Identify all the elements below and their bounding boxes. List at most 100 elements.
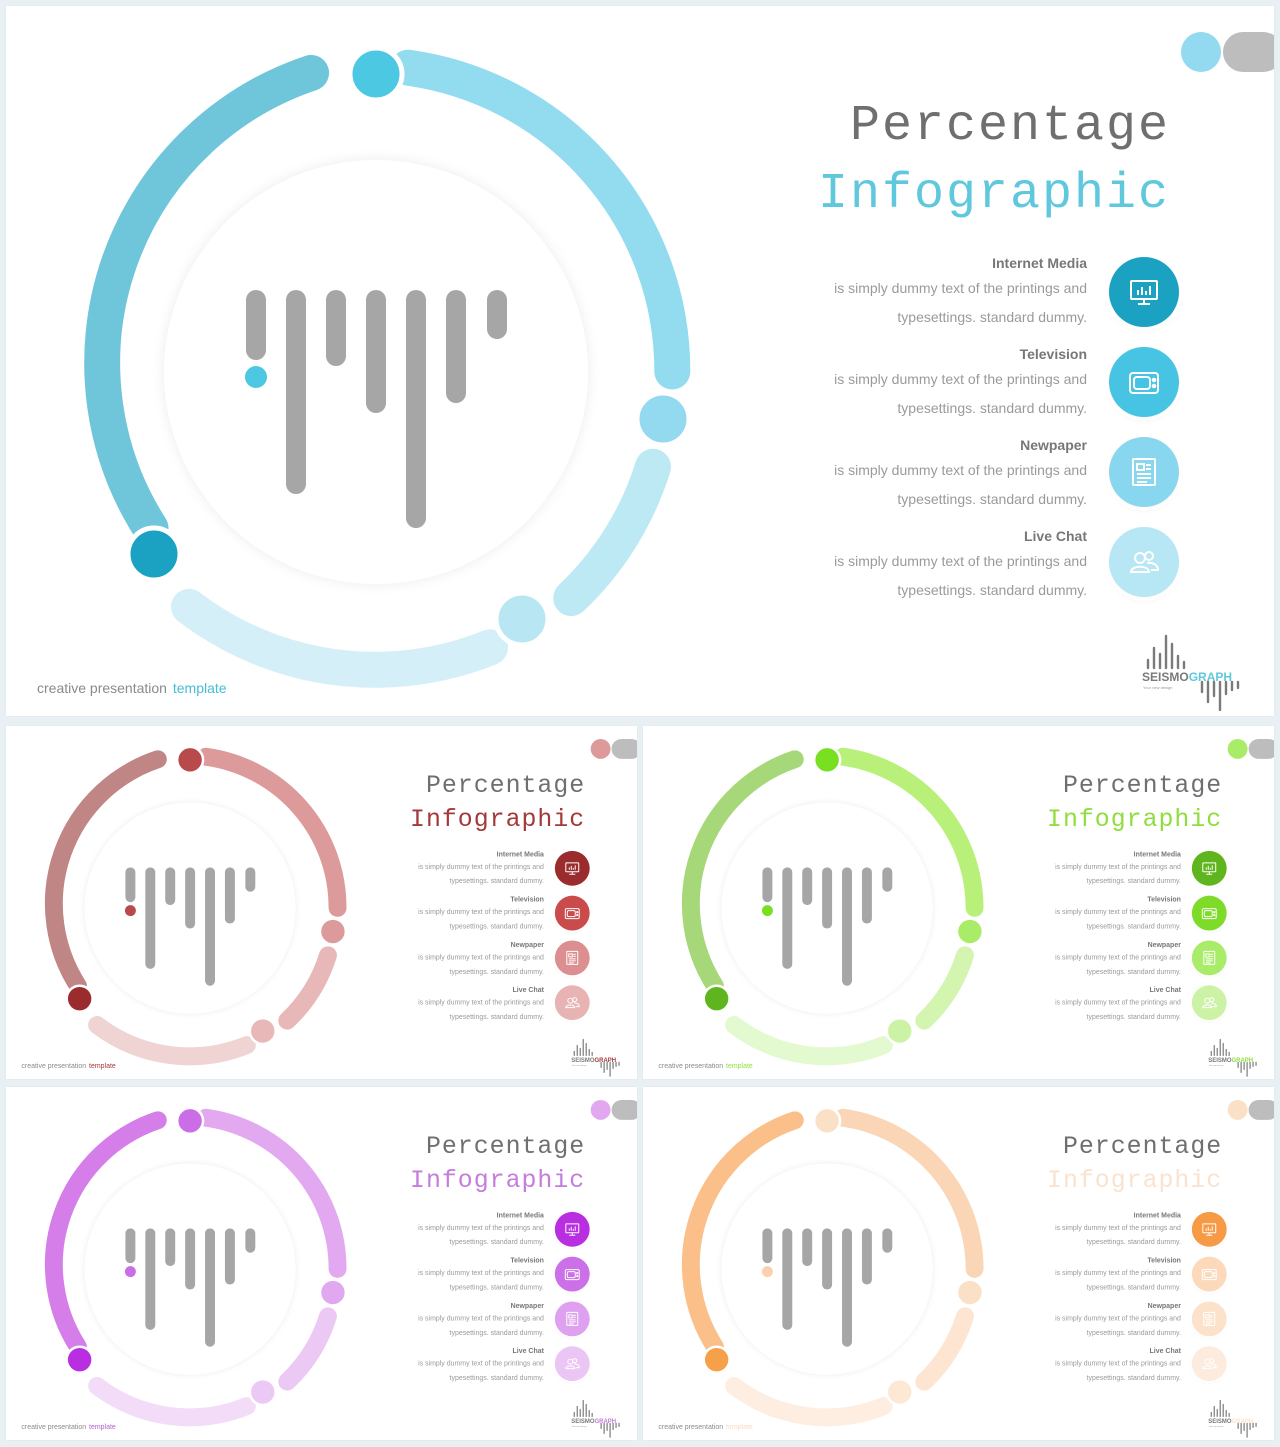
brand-name-part1: SEISMO (1142, 670, 1189, 684)
item-television: Television is simply dummy text of the p… (767, 343, 1087, 423)
item-text-line1: is simply dummy text of the printings an… (1055, 1223, 1181, 1232)
slide-blue: Percentage Infographic Internet Media is… (6, 6, 1274, 716)
brand-name-part2: GRAPH (594, 1056, 617, 1064)
brand-name: SEISMOGRAPH (1142, 670, 1232, 684)
brand-name-part2: GRAPH (1231, 1056, 1254, 1064)
brand-name-part1: SEISMO (1208, 1417, 1232, 1425)
footer-tagline: creative presentation template (658, 1061, 752, 1069)
footer-accent: template (89, 1061, 116, 1070)
item-internet-media: Internet Media is simply dummy text of t… (1022, 848, 1181, 888)
item-title: Internet Media (1133, 849, 1181, 858)
item-title: Live Chat (1149, 985, 1181, 994)
item-internet-media: Internet Media is simply dummy text of t… (767, 252, 1087, 332)
ring-node-left (65, 984, 94, 1013)
users-icon (554, 1346, 590, 1382)
item-text-line2: typesettings. standard dummy. (897, 491, 1087, 507)
item-text-line2: typesettings. standard dummy. (449, 1283, 544, 1292)
footer-text: creative presentation (658, 1422, 724, 1431)
item-text-line2: typesettings. standard dummy. (1086, 922, 1181, 931)
brand-name: SEISMOGRAPH (1208, 1417, 1253, 1424)
newspaper-icon (1109, 437, 1179, 507)
monitor-chart-icon (1191, 850, 1227, 886)
ring-segment-3 (278, 1307, 337, 1391)
corner-pill (1248, 738, 1274, 759)
ring-segment-1 (44, 1111, 167, 1356)
footer-accent: template (726, 1422, 753, 1431)
ring-segment-4 (725, 1377, 893, 1427)
ring-segment-4 (88, 1016, 256, 1066)
bar-accent-dot (761, 905, 773, 917)
footer-accent: template (726, 1061, 753, 1070)
corner-dot (1227, 1099, 1248, 1120)
item-text-line1: is simply dummy text of the printings an… (834, 462, 1087, 478)
users-icon (554, 985, 590, 1021)
title-infographic: Infographic (410, 1166, 586, 1195)
footer-accent: template (172, 680, 227, 696)
item-text-line2: typesettings. standard dummy. (1086, 1237, 1181, 1246)
seismograph-logo-icon (1210, 1038, 1257, 1077)
seismograph-logo-icon (573, 1038, 620, 1077)
tv-icon (1109, 347, 1179, 417)
ring-node-right (318, 917, 348, 946)
item-text-line2: typesettings. standard dummy. (897, 309, 1087, 325)
item-text-line2: typesettings. standard dummy. (1086, 1373, 1181, 1382)
item-text-line2: typesettings. standard dummy. (897, 400, 1087, 416)
slide-purple: Percentage Infographic Internet Media is… (6, 1087, 637, 1440)
tv-icon (554, 1256, 590, 1292)
footer-text: creative presentation (21, 1061, 87, 1070)
ring-node-bottom (885, 1377, 914, 1407)
item-text-line2: typesettings. standard dummy. (1086, 1012, 1181, 1021)
ring-segment-1 (44, 750, 167, 995)
bar-accent-dot (245, 366, 267, 388)
item-title: Live Chat (1149, 1346, 1181, 1355)
item-text-line1: is simply dummy text of the printings an… (1055, 1313, 1181, 1322)
item-text-line1: is simply dummy text of the printings an… (418, 907, 544, 916)
ring-node-right (318, 1278, 348, 1307)
newspaper-icon (554, 1301, 590, 1337)
ring-node-left (702, 984, 731, 1013)
percentage-ring-graphic (681, 745, 985, 1066)
item-title: Newpaper (510, 1301, 544, 1310)
seismograph-bars (246, 290, 507, 528)
footer-tagline: creative presentation template (21, 1422, 115, 1430)
item-title: Internet Media (496, 1210, 544, 1219)
item-title: Internet Media (496, 849, 544, 858)
percentage-ring-graphic (681, 1106, 985, 1427)
seismograph-logo-icon (573, 1399, 620, 1438)
ring-node-right (634, 390, 692, 448)
item-internet-media: Internet Media is simply dummy text of t… (385, 848, 544, 888)
item-text-line2: typesettings. standard dummy. (449, 876, 544, 885)
footer-text: creative presentation (658, 1061, 724, 1070)
ring-node-left (702, 1345, 731, 1374)
item-internet-media: Internet Media is simply dummy text of t… (385, 1209, 544, 1249)
item-text-line2: typesettings. standard dummy. (449, 922, 544, 931)
item-live-chat: Live Chat is simply dummy text of the pr… (385, 1345, 544, 1385)
title-percentage: Percentage (1062, 1132, 1223, 1162)
percentage-ring-graphic (84, 45, 692, 688)
item-text-line2: typesettings. standard dummy. (1086, 1283, 1181, 1292)
brand-name: SEISMOGRAPH (1208, 1056, 1253, 1063)
item-text-line1: is simply dummy text of the printings an… (418, 952, 544, 961)
monitor-chart-icon (1109, 257, 1179, 327)
item-live-chat: Live Chat is simply dummy text of the pr… (1022, 984, 1181, 1024)
footer-tagline: creative presentation template (37, 680, 227, 696)
ring-segment-2 (390, 49, 691, 390)
item-television: Television is simply dummy text of the p… (385, 1255, 544, 1295)
item-newpaper: Newpaper is simply dummy text of the pri… (385, 1300, 544, 1340)
ring-segment-2 (834, 747, 984, 917)
footer-text: creative presentation (37, 680, 167, 696)
slide-orange: Percentage Infographic Internet Media is… (643, 1087, 1274, 1440)
item-newpaper: Newpaper is simply dummy text of the pri… (1022, 1300, 1181, 1340)
brand-name-part1: SEISMO (571, 1056, 595, 1064)
item-text-line1: is simply dummy text of the printings an… (418, 1359, 544, 1368)
item-internet-media: Internet Media is simply dummy text of t… (1022, 1209, 1181, 1249)
title-percentage: Percentage (425, 771, 586, 801)
item-title: Live Chat (512, 985, 544, 994)
item-text-line2: typesettings. standard dummy. (1086, 967, 1181, 976)
ring-node-right (955, 1278, 985, 1307)
ring-segment-2 (197, 1108, 347, 1278)
item-title: Television (1019, 346, 1087, 362)
item-title: Newpaper (1147, 1301, 1181, 1310)
ring-segment-3 (553, 448, 671, 617)
item-text-line1: is simply dummy text of the printings an… (418, 1223, 544, 1232)
